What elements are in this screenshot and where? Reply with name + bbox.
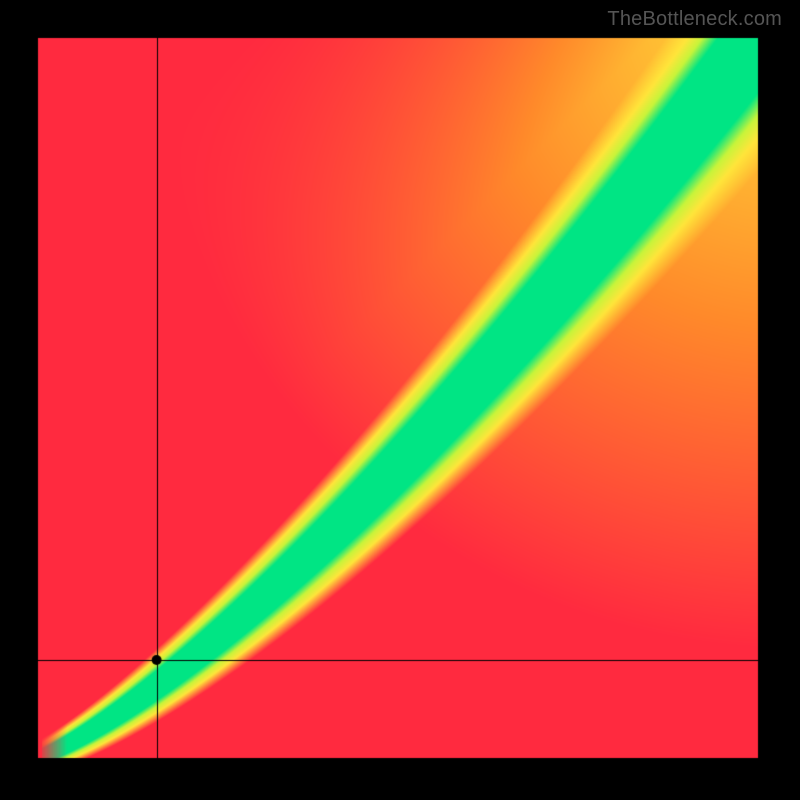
watermark-text: TheBottleneck.com [607,8,782,31]
chart-container: TheBottleneck.com [0,0,800,800]
bottleneck-heatmap [0,0,800,800]
